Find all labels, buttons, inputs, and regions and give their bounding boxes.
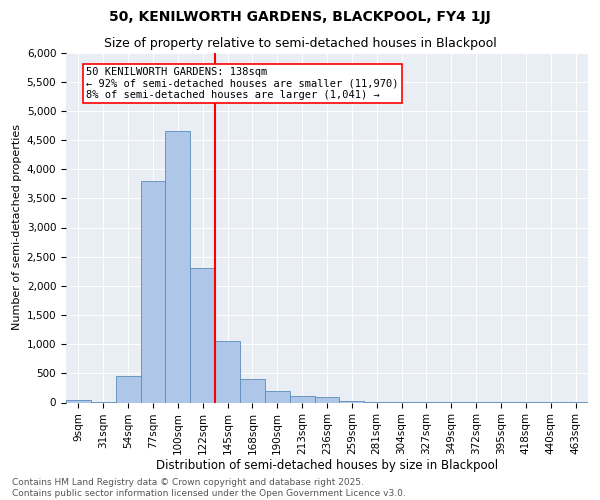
Bar	[290, 396, 314, 402]
Bar	[140, 181, 166, 402]
Bar	[340, 400, 364, 402]
Bar	[166, 131, 190, 402]
Text: Size of property relative to semi-detached houses in Blackpool: Size of property relative to semi-detach…	[104, 38, 496, 51]
X-axis label: Distribution of semi-detached houses by size in Blackpool: Distribution of semi-detached houses by …	[156, 458, 498, 471]
Bar	[314, 396, 340, 402]
Bar	[66, 400, 91, 402]
Bar	[265, 391, 290, 402]
Text: 50 KENILWORTH GARDENS: 138sqm
← 92% of semi-detached houses are smaller (11,970): 50 KENILWORTH GARDENS: 138sqm ← 92% of s…	[86, 67, 398, 100]
Text: 50, KENILWORTH GARDENS, BLACKPOOL, FY4 1JJ: 50, KENILWORTH GARDENS, BLACKPOOL, FY4 1…	[109, 10, 491, 24]
Bar	[190, 268, 215, 402]
Bar	[116, 376, 140, 402]
Y-axis label: Number of semi-detached properties: Number of semi-detached properties	[13, 124, 22, 330]
Bar	[240, 379, 265, 402]
Bar	[215, 341, 240, 402]
Text: Contains HM Land Registry data © Crown copyright and database right 2025.
Contai: Contains HM Land Registry data © Crown c…	[12, 478, 406, 498]
